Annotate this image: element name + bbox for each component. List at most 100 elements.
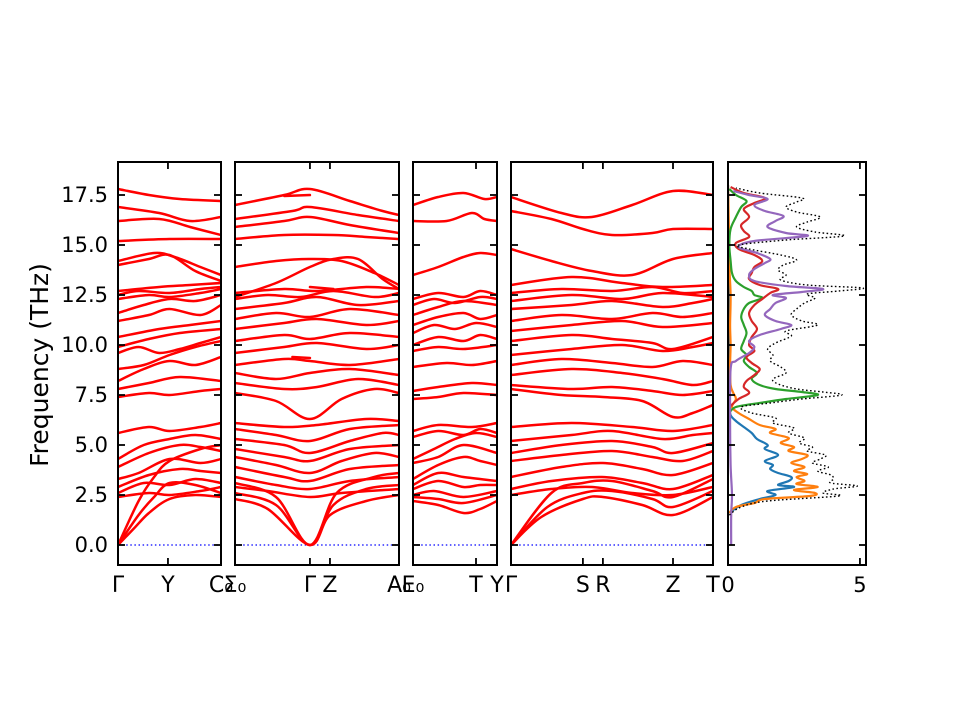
phonon-band (236, 463, 398, 483)
k-point-label: Z (665, 573, 680, 598)
k-point-label: Γ (112, 573, 125, 598)
phonon-band (282, 193, 312, 198)
phonon-band (512, 383, 712, 397)
y-tick-label: 0.0 (75, 533, 108, 557)
panel-border (727, 161, 867, 566)
phonon-band (512, 485, 712, 497)
phonon-band (512, 275, 712, 289)
phonon-band (414, 321, 496, 334)
k-point-label: Z (322, 573, 337, 598)
phonon-band (512, 297, 712, 311)
dos-curve-projected-dos-red (729, 185, 780, 408)
k-point-label: R (595, 573, 610, 598)
phonon-band (414, 471, 496, 486)
phonon-band (512, 333, 712, 351)
panel-border (234, 161, 400, 566)
phonon-band (119, 443, 220, 468)
phonon-band (414, 343, 496, 353)
phonon-band (119, 205, 220, 223)
phonon-band (414, 455, 496, 480)
phonon-band (512, 387, 712, 419)
y-tick-label: 12.5 (61, 283, 108, 307)
k-point-label: Γ (304, 573, 317, 598)
phonon-band (512, 495, 712, 546)
phonon-band (414, 295, 496, 306)
phonon-band (414, 479, 496, 490)
phonon-band (119, 187, 220, 203)
panel-axes-5 (727, 161, 867, 566)
k-point-label: Y (160, 573, 175, 598)
phonon-band (119, 457, 220, 481)
y-tick-label: 15.0 (61, 233, 108, 257)
phonon-band (236, 289, 398, 301)
y-tick-label: 2.5 (75, 483, 108, 507)
phonon-band (512, 319, 712, 333)
phonon-band (512, 311, 712, 323)
phonon-band (414, 211, 496, 223)
phonon-band (512, 421, 712, 433)
phonon-band (119, 433, 220, 460)
y-axis-label: Frequency (THz) (25, 263, 54, 467)
phonon-band (119, 327, 220, 349)
phonon-band (414, 427, 496, 439)
phonon-band (414, 251, 496, 277)
phonon-band (236, 423, 398, 443)
phonon-band (414, 381, 496, 393)
dos-x-tick-label: 5 (853, 573, 866, 597)
phonon-band (414, 391, 496, 401)
k-point-label: Σ₀ (224, 573, 247, 598)
phonon-band (119, 339, 220, 371)
phonon-band (236, 367, 398, 381)
phonon-band (236, 317, 398, 331)
y-tick-label: 10.0 (61, 333, 108, 357)
phonon-band (119, 375, 220, 391)
phonon-band (414, 311, 496, 326)
phonon-band (512, 357, 712, 369)
phonon-band (236, 451, 398, 475)
phonon-band (236, 187, 398, 217)
phonon-band (119, 467, 220, 488)
band-panel-1 (118, 187, 221, 546)
phonon-band (512, 209, 712, 237)
dos-panel (729, 184, 865, 546)
k-point-label: E₀ (402, 573, 425, 598)
panel-axes-1 (117, 161, 222, 566)
phonon-band (236, 331, 398, 343)
phonon-band (119, 251, 220, 276)
phonon-band (119, 480, 220, 546)
panel-border (510, 161, 714, 566)
dos-curve-projected-dos-green (729, 188, 820, 414)
phonon-band (119, 387, 220, 399)
phonon-band (119, 237, 220, 243)
y-tick-label: 7.5 (75, 383, 108, 407)
k-point-label: A₀ (387, 573, 411, 598)
phonon-band (119, 335, 220, 355)
phonon-band (414, 421, 496, 433)
phonon-band (236, 285, 398, 295)
phonon-band (236, 295, 398, 311)
phonon-band (512, 439, 712, 455)
dos-curve-projected-dos-blue (729, 184, 796, 514)
phonon-band (512, 461, 712, 479)
phonon-band (414, 493, 496, 505)
phonon-band (512, 247, 712, 277)
phonon-band (236, 431, 398, 455)
band-panel-4 (511, 189, 713, 546)
band-panel-2 (235, 187, 399, 547)
k-point-label: T (468, 573, 483, 598)
phonon-band (236, 357, 398, 367)
phonon-band (119, 421, 220, 435)
phonon-band (119, 293, 220, 314)
phonon-band (119, 304, 220, 323)
k-point-label: T (705, 573, 720, 598)
phonon-band (119, 477, 220, 494)
phonon-band (512, 429, 712, 443)
phonon-band (236, 475, 398, 491)
phonon-band (512, 285, 712, 295)
phonon-band (236, 471, 398, 547)
phonon-band (512, 474, 712, 491)
band-panel-3 (413, 191, 497, 546)
panel-border (117, 161, 222, 566)
